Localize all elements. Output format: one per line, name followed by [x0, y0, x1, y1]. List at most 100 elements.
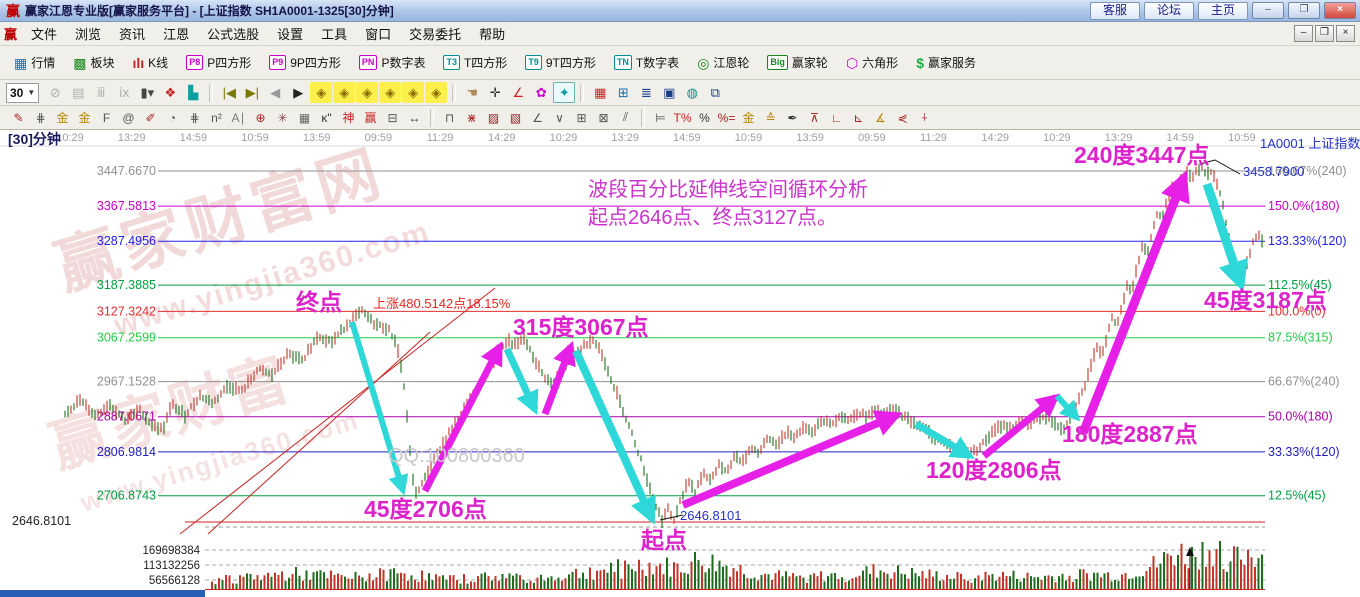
tool-K线[interactable]: ılı K线	[125, 50, 177, 75]
save-tool-icon[interactable]: ▣	[663, 84, 676, 100]
diamond-tool-3-icon[interactable]: ◈	[356, 82, 379, 103]
draw-tool-36-icon[interactable]: ✒	[787, 110, 798, 125]
tool-六角形[interactable]: ⬡ 六角形	[838, 50, 906, 75]
cycle-tool-icon[interactable]: ✦	[553, 82, 576, 103]
draw-tool-9-icon[interactable]: n²	[211, 110, 222, 125]
draw-tool-12-icon[interactable]: ✳	[277, 110, 288, 125]
draw-tool-18-icon[interactable]: ↔	[408, 110, 421, 125]
draw-tool-41-icon[interactable]: ⋞	[897, 110, 908, 125]
draw-tool-17-icon[interactable]: ⊟	[387, 110, 398, 125]
draw-tool-1-icon[interactable]: ⋕	[35, 110, 46, 125]
draw-tool-37-icon[interactable]: ⊼	[810, 110, 819, 125]
draw-tool-15-icon[interactable]: 神	[342, 111, 355, 125]
notes-tool-icon[interactable]: ≣	[640, 84, 652, 100]
interval-select[interactable]: 30 ▼	[6, 82, 40, 103]
draw-tool-16-icon[interactable]: 赢	[364, 111, 377, 125]
draw-tool-11-icon[interactable]: ⊕	[255, 110, 266, 125]
tool-T数字表[interactable]: TN T数字表	[606, 50, 687, 75]
hand-tool-icon[interactable]: ☚	[466, 84, 479, 100]
disabled-tool-4-icon[interactable]: ⅸ	[118, 84, 130, 100]
draw-tool-40-icon[interactable]: ∡	[875, 110, 886, 125]
next-bar-icon[interactable]: ▶	[293, 84, 304, 100]
draw-tool-42-icon[interactable]: ⍭	[920, 110, 929, 124]
mdi-restore-button[interactable]: ❐	[1315, 25, 1334, 42]
crosshair-tool-icon[interactable]: ✛	[489, 84, 501, 100]
draw-tool-32-icon[interactable]: %	[699, 110, 710, 125]
tool-9T四方形[interactable]: T9 9T四方形	[517, 50, 604, 75]
draw-tool-3-icon[interactable]: 金	[78, 111, 91, 125]
draw-tool-25-icon[interactable]: ∨	[555, 110, 564, 125]
tool-赢家轮[interactable]: Big 赢家轮	[759, 50, 836, 75]
draw-tool-21-icon[interactable]: ⋇	[466, 110, 477, 125]
chart-canvas[interactable]: 赢家财富网www.yingjia360.com赢家财富www.yingjia36…	[0, 130, 1360, 597]
draw-tool-34-icon[interactable]: 金	[742, 111, 755, 125]
mdi-minimize-button[interactable]: –	[1294, 25, 1313, 42]
tool-江恩轮[interactable]: ◎ 江恩轮	[689, 50, 757, 75]
draw-tool-4-icon[interactable]: F	[102, 110, 111, 125]
disabled-tool-1-icon[interactable]: ⊘	[49, 84, 61, 100]
draw-tool-22-icon[interactable]: ▨	[487, 110, 500, 125]
draw-tool-6-icon[interactable]: ✐	[145, 110, 156, 125]
diamond-tool-4-icon[interactable]: ◈	[379, 82, 402, 103]
disabled-tool-3-icon[interactable]: ⅲ	[97, 84, 106, 100]
first-bar-icon[interactable]: |◀	[222, 84, 236, 100]
mdi-close-button[interactable]: ×	[1336, 25, 1355, 42]
draw-tool-39-icon[interactable]: ⊾	[853, 110, 864, 125]
draw-tool-33-icon[interactable]: %=	[717, 110, 736, 125]
chart-area[interactable]: 赢家财富网 www.yingjia360.com 赢家财富 www.yingjia36…	[0, 130, 1360, 597]
gann-shape-tool-icon[interactable]: ✿	[535, 84, 547, 100]
draw-tool-20-icon[interactable]: ⊓	[444, 110, 455, 125]
tool-赢家服务[interactable]: $ 赢家服务	[908, 50, 984, 75]
diamond-tool-6-icon[interactable]: ◈	[425, 82, 448, 103]
angle-tool-icon[interactable]: ∠	[512, 84, 525, 100]
tool-9P四方形[interactable]: P9 9P四方形	[261, 50, 349, 75]
calendar-tool-icon[interactable]: ▦	[594, 84, 607, 100]
minimize-button[interactable]: –	[1252, 2, 1284, 19]
prev-bar-icon[interactable]: ◀	[270, 84, 281, 100]
calculator-tool-icon[interactable]: ⊞	[617, 84, 629, 100]
menu-浏览[interactable]: 浏览	[75, 27, 102, 42]
color-chart-tool-icon[interactable]: ▙	[188, 84, 199, 100]
draw-tool-13-icon[interactable]: ▦	[298, 110, 311, 125]
draw-tool-28-icon[interactable]: ⫽	[622, 110, 629, 124]
draw-tool-26-icon[interactable]: ⊞	[576, 110, 587, 125]
menu-公式选股[interactable]: 公式选股	[207, 27, 260, 42]
menu-资讯[interactable]: 资讯	[119, 27, 146, 42]
close-button[interactable]: ×	[1324, 2, 1356, 19]
draw-tool-35-icon[interactable]: ≙	[765, 110, 776, 125]
draw-tool-0-icon[interactable]: ✎	[13, 110, 24, 125]
diamond-tool-1-icon[interactable]: ◈	[310, 82, 333, 103]
tool-板块[interactable]: ▩ 板块	[65, 50, 122, 75]
draw-tool-14-icon[interactable]: ᴋ"	[321, 110, 332, 125]
restore-button[interactable]: ❐	[1288, 2, 1320, 19]
draw-tool-5-icon[interactable]: @	[122, 110, 135, 125]
forum-button[interactable]: 论坛	[1143, 1, 1194, 20]
menu-文件[interactable]: 文件	[31, 27, 58, 42]
tool-行情[interactable]: ▦ 行情	[6, 50, 63, 75]
draw-tool-8-icon[interactable]: ⋕	[189, 110, 200, 125]
draw-tool-23-icon[interactable]: ▧	[509, 110, 522, 125]
draw-tool-38-icon[interactable]: ∟	[830, 110, 843, 125]
last-bar-icon[interactable]: ▶|	[245, 84, 259, 100]
draw-tool-10-icon[interactable]: A∣	[231, 110, 246, 125]
menu-江恩[interactable]: 江恩	[163, 27, 190, 42]
menu-帮助[interactable]: 帮助	[479, 27, 506, 42]
draw-tool-7-icon[interactable]: ◔	[168, 110, 177, 125]
system-tool-icon[interactable]: ⧉	[710, 84, 720, 100]
draw-tool-24-icon[interactable]: ∠	[532, 110, 543, 125]
draw-tool-27-icon[interactable]: ⊠	[598, 110, 609, 125]
draw-tool-30-icon[interactable]: ⊨	[655, 110, 666, 125]
tool-T四方形[interactable]: T3 T四方形	[435, 50, 515, 75]
menu-窗口[interactable]: 窗口	[365, 27, 392, 42]
menu-设置[interactable]: 设置	[277, 27, 304, 42]
support-button[interactable]: 客服	[1089, 1, 1140, 20]
disabled-tool-2-icon[interactable]: ▤	[72, 84, 85, 100]
draw-tool-31-icon[interactable]: T%	[673, 110, 692, 125]
home-button[interactable]: 主页	[1197, 1, 1248, 20]
menu-交易委托[interactable]: 交易委托	[409, 27, 462, 42]
draw-tool-2-icon[interactable]: 金	[56, 111, 69, 125]
tool-P数字表[interactable]: PN P数字表	[351, 50, 434, 75]
export-tool-icon[interactable]: ◍	[686, 84, 698, 100]
diamond-tool-5-icon[interactable]: ◈	[402, 82, 425, 103]
diamond-tool-2-icon[interactable]: ◈	[333, 82, 356, 103]
